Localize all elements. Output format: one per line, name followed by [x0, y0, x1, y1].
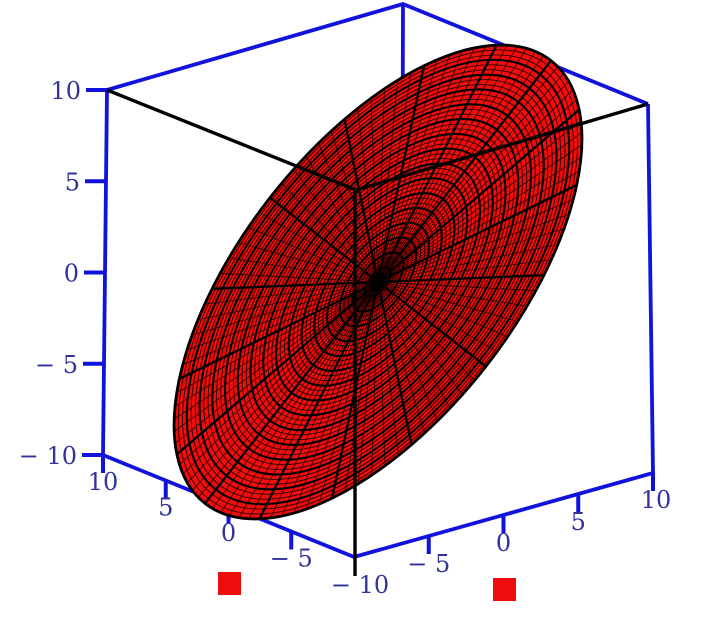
box-edge-top	[106, 1, 649, 106]
z-axis-tick-label: 5	[65, 168, 80, 196]
mesh-ring-major	[313, 206, 443, 358]
z-axis-tick-label: 10	[50, 77, 81, 105]
axis-marker-square	[493, 578, 516, 601]
mesh-ring-major	[338, 236, 418, 328]
y-axis-tick-label: 0	[496, 529, 511, 557]
z-axis-tick-label: 0	[64, 260, 79, 288]
front-frame-edges	[106, 88, 649, 576]
x-axis-tick-label: 0	[221, 519, 236, 547]
y-axis-tick-label: − 5	[407, 550, 450, 578]
x-axis-tick-label: − 5	[270, 545, 313, 573]
mesh-ring-major	[236, 118, 520, 446]
x-axis-tick-label: 10	[88, 468, 119, 496]
mesh-ring-major	[287, 177, 469, 387]
axis-labels: 10 5 0 − 5 − 10 10 5 0 − 5 − 5 0 5 10 − 10	[19, 77, 672, 599]
y-axis-tick-label: 10	[641, 486, 672, 514]
mesh-ring-major	[325, 221, 431, 343]
mesh-ring-major	[262, 147, 494, 417]
mesh-ring-major	[211, 88, 545, 476]
disk-rim	[172, 43, 584, 521]
axis-marker-square	[218, 572, 241, 595]
mesh-ring-major	[300, 192, 456, 372]
mesh-ring-major	[224, 103, 532, 461]
mesh-ring-major	[274, 162, 482, 402]
disk-surface	[172, 43, 584, 521]
z-axis-tick-label: − 5	[35, 351, 78, 379]
disk-center-hub	[369, 272, 387, 292]
front-corner-tick-label: − 10	[331, 571, 389, 599]
z-axis-tick-label: − 10	[19, 442, 77, 470]
x-axis-tick-label: 5	[158, 494, 173, 522]
mesh-ring-major	[185, 58, 571, 506]
mesh-ring-major	[198, 73, 558, 491]
y-axis-tick-label: 5	[571, 508, 586, 536]
